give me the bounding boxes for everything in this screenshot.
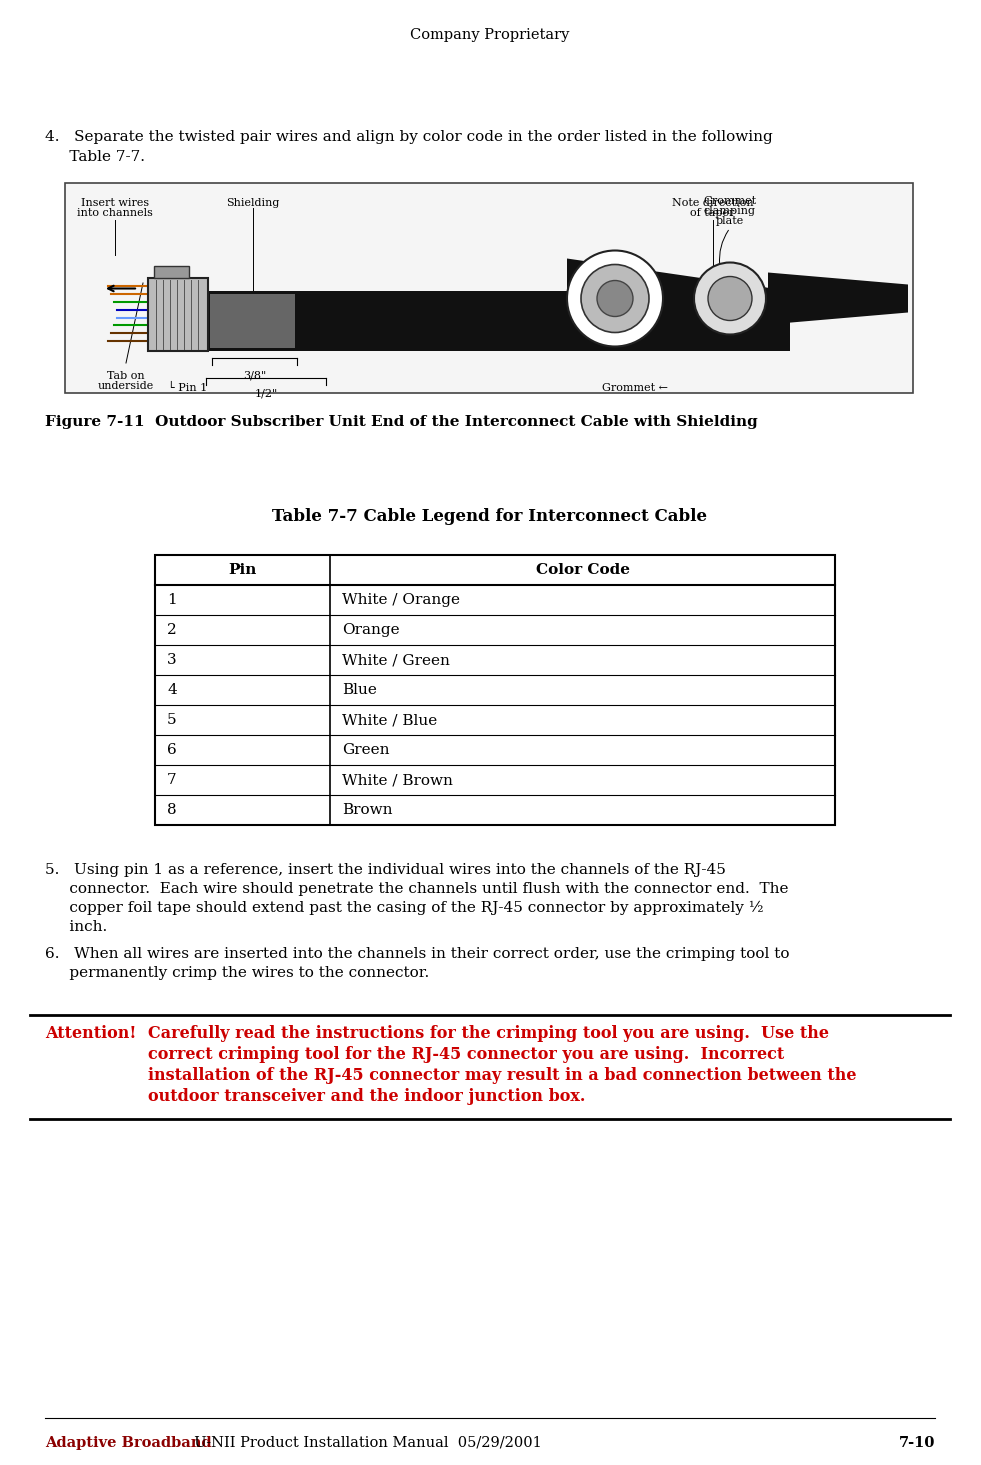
Text: 1/2": 1/2" — [254, 390, 278, 398]
Text: correct crimping tool for the RJ-45 connector you are using.  Incorrect: correct crimping tool for the RJ-45 conn… — [148, 1046, 784, 1064]
Text: 5.   Using pin 1 as a reference, insert the individual wires into the channels o: 5. Using pin 1 as a reference, insert th… — [45, 863, 726, 878]
Bar — [155, 555, 835, 825]
Text: Pin: Pin — [229, 563, 257, 577]
Text: connector.  Each wire should penetrate the channels until flush with the connect: connector. Each wire should penetrate th… — [45, 882, 789, 897]
Text: 3/8": 3/8" — [243, 371, 267, 381]
Text: U-NII Product Installation Manual  05/29/2001: U-NII Product Installation Manual 05/29/… — [185, 1436, 542, 1450]
Text: inch.: inch. — [45, 920, 107, 935]
Bar — [154, 267, 189, 278]
Text: Tab on: Tab on — [107, 371, 145, 381]
Text: Grommet ←: Grommet ← — [602, 382, 668, 393]
Text: underside: underside — [98, 381, 154, 391]
Bar — [65, 183, 913, 393]
Text: Shielding: Shielding — [226, 198, 280, 208]
Bar — [694, 292, 790, 352]
Text: into channels: into channels — [77, 208, 153, 218]
Circle shape — [694, 262, 766, 334]
Text: Figure 7-11  Outdoor Subscriber Unit End of the Interconnect Cable with Shieldin: Figure 7-11 Outdoor Subscriber Unit End … — [45, 415, 757, 429]
Text: 4.   Separate the twisted pair wires and align by color code in the order listed: 4. Separate the twisted pair wires and a… — [45, 130, 773, 144]
Text: Blue: Blue — [342, 683, 377, 697]
Text: └ Pin 1: └ Pin 1 — [168, 382, 207, 393]
Text: clamping: clamping — [704, 207, 756, 215]
Text: White / Orange: White / Orange — [342, 593, 460, 607]
Text: 6.   When all wires are inserted into the channels in their correct order, use t: 6. When all wires are inserted into the … — [45, 946, 790, 961]
Text: Orange: Orange — [342, 623, 399, 637]
Text: 7: 7 — [167, 774, 177, 787]
Text: Brown: Brown — [342, 803, 392, 817]
Bar — [210, 294, 295, 349]
Text: 8: 8 — [167, 803, 177, 817]
Bar — [208, 292, 790, 352]
Text: 2: 2 — [167, 623, 177, 637]
Text: Grommet: Grommet — [703, 196, 756, 207]
Text: copper foil tape should extend past the casing of the RJ-45 connector by approxi: copper foil tape should extend past the … — [45, 901, 763, 916]
Text: outdoor transceiver and the indoor junction box.: outdoor transceiver and the indoor junct… — [148, 1088, 586, 1105]
Text: Table 7-7.: Table 7-7. — [45, 149, 145, 164]
Text: Table 7-7 Cable Legend for Interconnect Cable: Table 7-7 Cable Legend for Interconnect … — [273, 508, 707, 524]
Circle shape — [581, 265, 649, 333]
Text: 4: 4 — [167, 683, 177, 697]
Text: 7-10: 7-10 — [899, 1436, 935, 1450]
Text: Color Code: Color Code — [536, 563, 630, 577]
Circle shape — [567, 251, 663, 347]
Text: White / Green: White / Green — [342, 653, 450, 667]
Circle shape — [708, 277, 752, 321]
Text: White / Blue: White / Blue — [342, 713, 438, 727]
Text: 3: 3 — [167, 653, 177, 667]
Text: Insert wires: Insert wires — [81, 198, 149, 208]
Text: Adaptive Broadband: Adaptive Broadband — [45, 1436, 212, 1450]
Text: 1: 1 — [167, 593, 177, 607]
Polygon shape — [768, 272, 908, 325]
Text: plate: plate — [716, 215, 745, 226]
Polygon shape — [567, 258, 790, 352]
Text: Green: Green — [342, 743, 389, 757]
Text: Company Proprietary: Company Proprietary — [410, 28, 570, 42]
Text: White / Brown: White / Brown — [342, 774, 453, 787]
Text: permanently crimp the wires to the connector.: permanently crimp the wires to the conne… — [45, 965, 430, 980]
Circle shape — [597, 280, 633, 316]
Text: Carefully read the instructions for the crimping tool you are using.  Use the: Carefully read the instructions for the … — [148, 1026, 829, 1042]
Bar — [148, 278, 208, 352]
Text: 5: 5 — [167, 713, 177, 727]
Text: installation of the RJ-45 connector may result in a bad connection between the: installation of the RJ-45 connector may … — [148, 1067, 856, 1084]
Text: 6: 6 — [167, 743, 177, 757]
Text: of taper: of taper — [691, 208, 735, 218]
Text: Attention!: Attention! — [45, 1026, 147, 1042]
Text: Note direction: Note direction — [672, 198, 753, 208]
